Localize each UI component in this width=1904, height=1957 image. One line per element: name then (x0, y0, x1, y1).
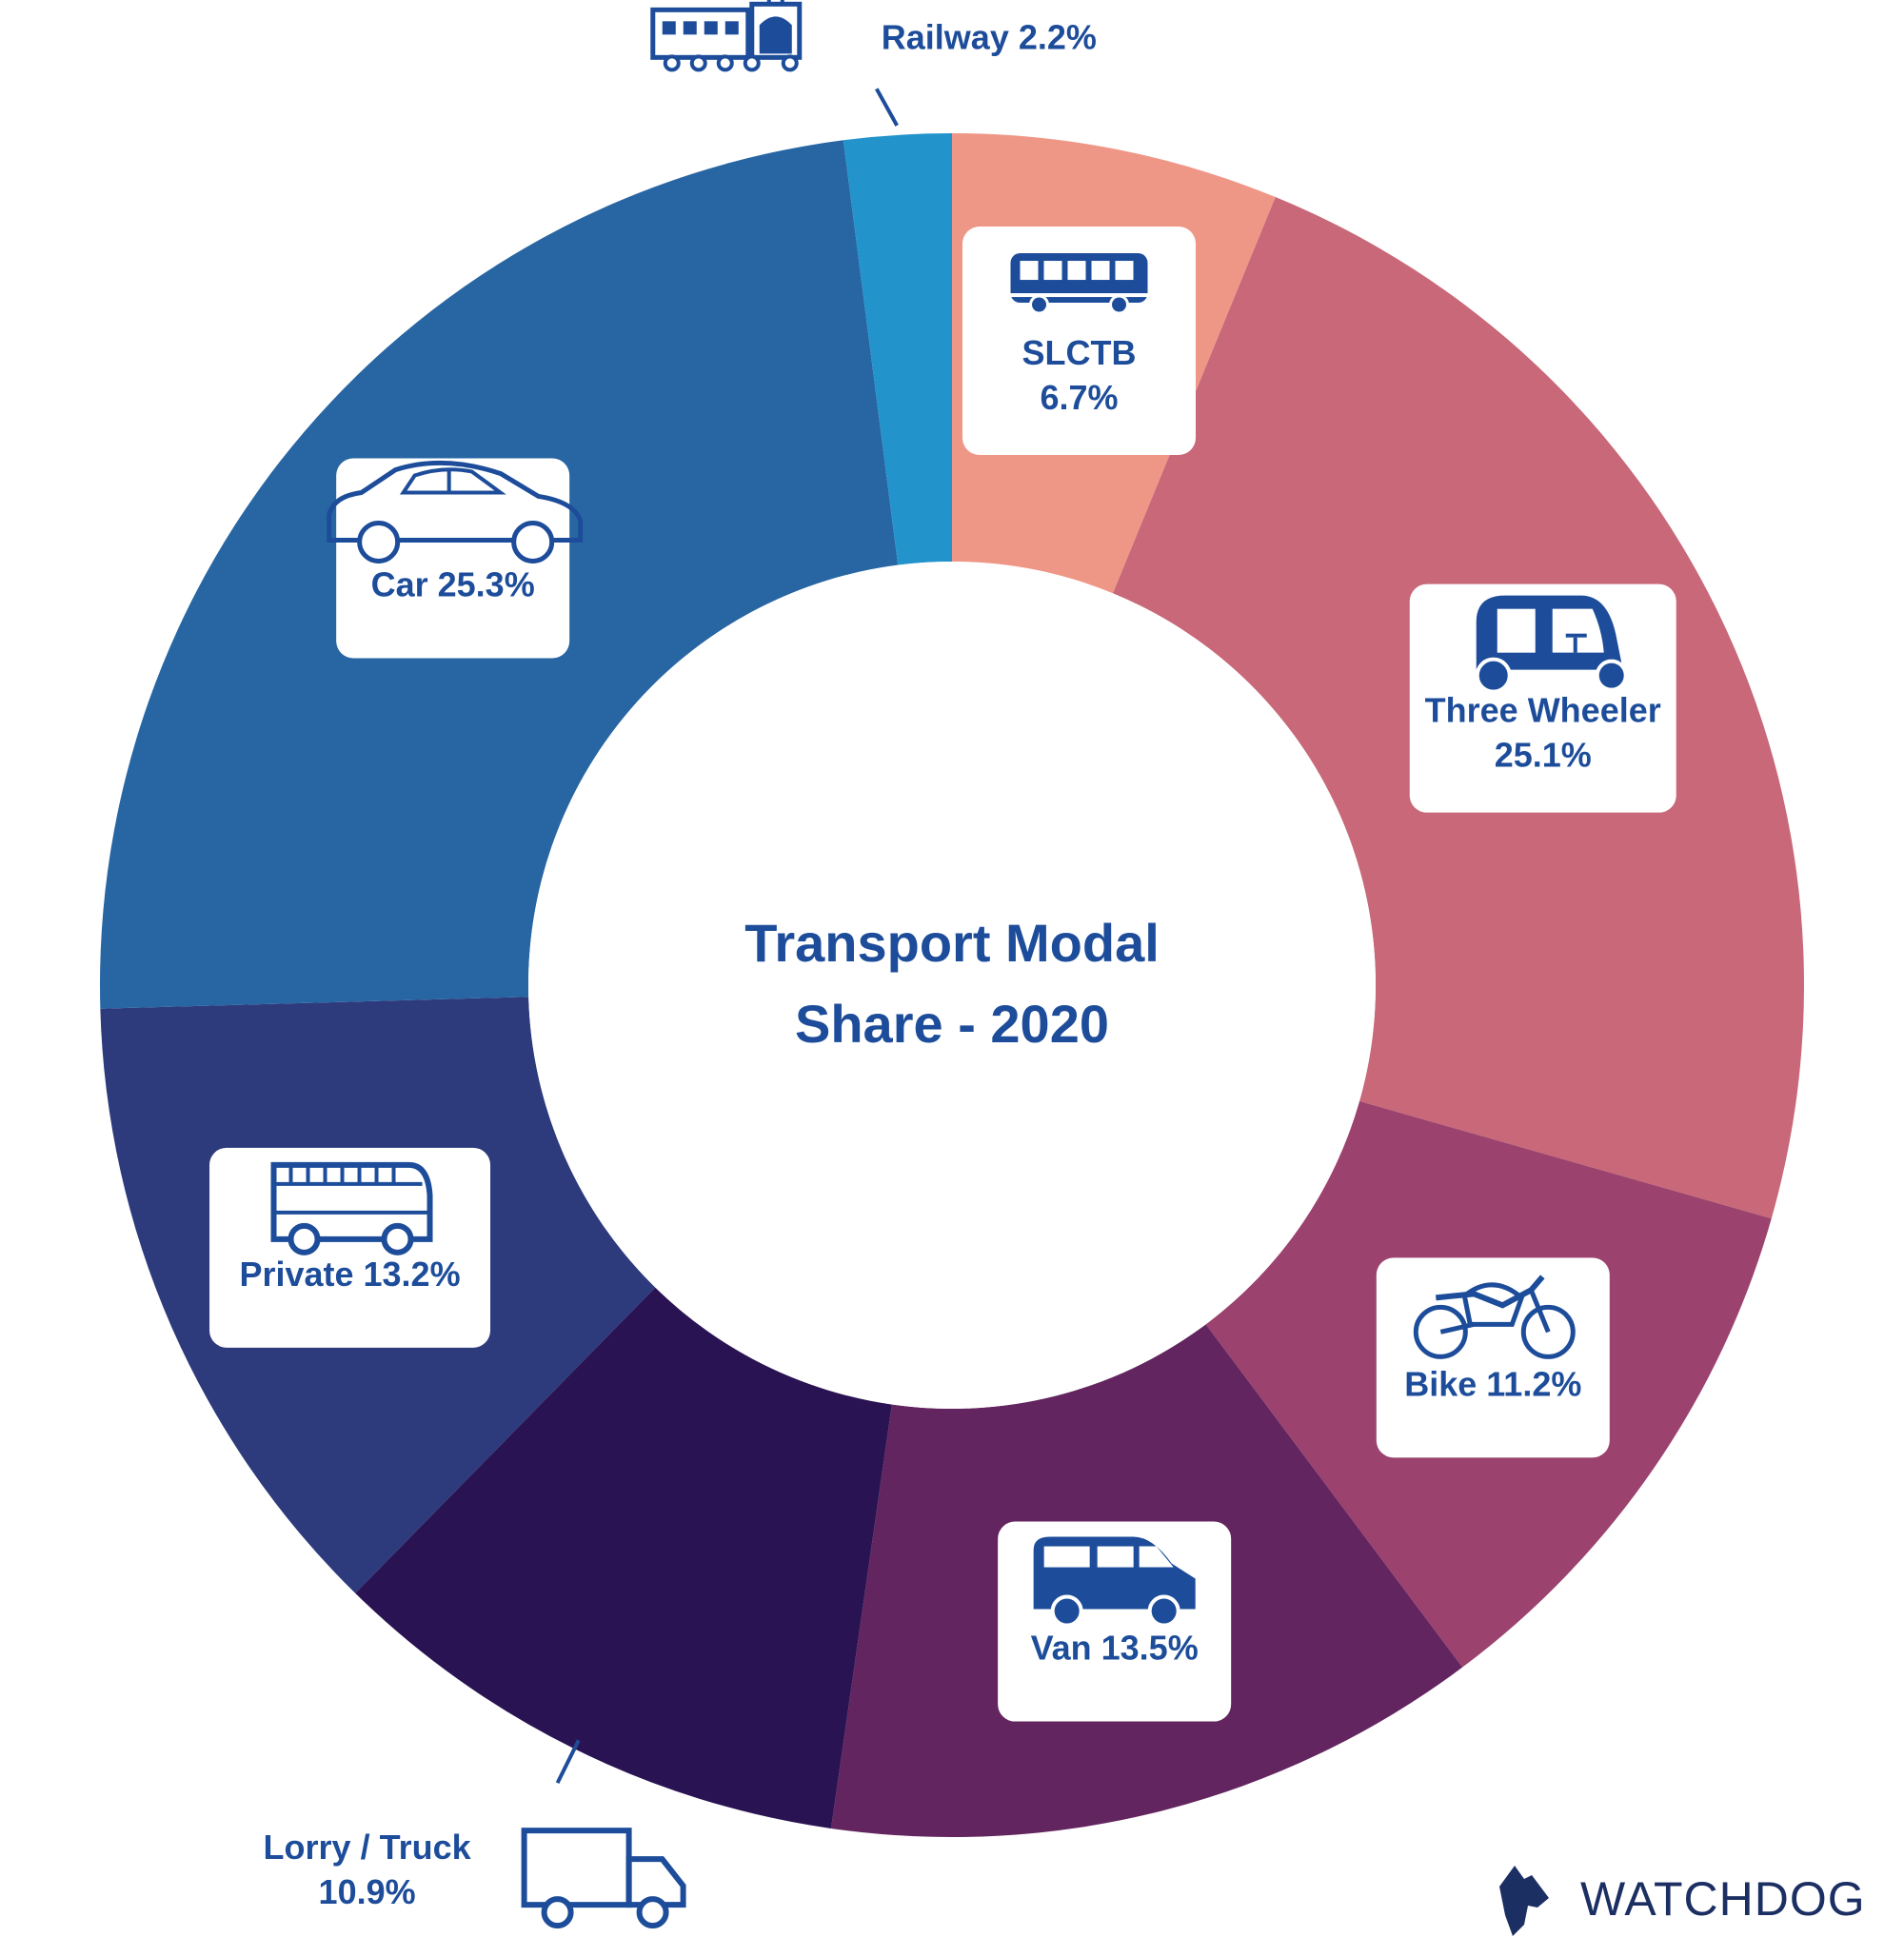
train-icon (650, 0, 803, 72)
van-icon (1033, 1536, 1196, 1628)
label-three-wheeler: Three Wheeler 25.1% (1409, 583, 1676, 813)
label-card-car (336, 458, 570, 659)
label-van: Van 13.5% (998, 1521, 1232, 1722)
leader-line-railway (875, 88, 899, 127)
motorbike-icon (1413, 1275, 1576, 1359)
donut-hole (528, 562, 1376, 1409)
coach-bus-icon (270, 1161, 433, 1255)
label-railway: Railway 2.2% (650, 0, 1097, 127)
center-title-group: Transport Modal Share - 2020 (744, 913, 1160, 1054)
labels-group: SLCTB 6.7% Three Wheeler 25.1% Bike 11.2% Van… (209, 0, 1676, 1929)
label-lorry-truck-line-1: Lorry / Truck (264, 1828, 472, 1867)
bus-icon (1010, 253, 1148, 315)
dog-head-icon (1499, 1866, 1549, 1936)
brand-name: WATCHDOG (1580, 1872, 1866, 1926)
label-private: Private 13.2% (209, 1147, 491, 1348)
slice-lorry-truck (355, 1287, 892, 1829)
slices-group (99, 133, 1804, 1837)
leader-line-lorry-truck (555, 1739, 581, 1785)
three-wheeler-icon (1475, 595, 1628, 694)
label-lorry-truck-line-2: 10.9% (319, 1872, 416, 1911)
label-slctb-line-2: 6.7% (1040, 378, 1118, 417)
label-slctb: SLCTB 6.7% (962, 227, 1197, 456)
label-card-private (209, 1147, 491, 1348)
label-card-bike (1376, 1257, 1610, 1458)
chart-title-line-2: Share - 2020 (795, 994, 1109, 1054)
label-three-wheeler-line-2: 25.1% (1495, 735, 1592, 774)
label-private-line-1: Private 13.2% (239, 1255, 460, 1294)
label-three-wheeler-line-1: Three Wheeler (1425, 691, 1661, 730)
label-bike-line-1: Bike 11.2% (1404, 1364, 1581, 1403)
label-car: Car 25.3% (327, 458, 584, 659)
truck-icon (521, 1828, 686, 1929)
chart-title-line-1: Transport Modal (744, 913, 1160, 973)
label-car-line-1: Car 25.3% (371, 564, 535, 603)
label-lorry-truck: Lorry / Truck 10.9% (264, 1739, 686, 1929)
brand-logo: WATCHDOG (1499, 1866, 1866, 1936)
car-icon (327, 460, 584, 563)
label-slctb-line-1: SLCTB (1022, 333, 1137, 372)
label-van-line-1: Van 13.5% (1031, 1629, 1199, 1668)
slice-railway (843, 133, 952, 565)
label-bike: Bike 11.2% (1376, 1257, 1610, 1458)
label-railway-line-1: Railway 2.2% (882, 17, 1097, 56)
